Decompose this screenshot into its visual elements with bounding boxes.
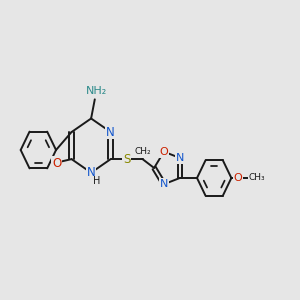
Text: CH₂: CH₂: [134, 147, 151, 156]
Text: O: O: [160, 147, 168, 157]
Text: S: S: [123, 153, 130, 166]
Text: N: N: [160, 179, 168, 189]
Text: O: O: [52, 157, 62, 170]
Text: N: N: [176, 153, 184, 163]
Text: NH₂: NH₂: [85, 86, 106, 96]
Text: H: H: [93, 176, 100, 186]
Text: N: N: [106, 125, 115, 139]
Text: N: N: [87, 166, 95, 179]
Text: CH₃: CH₃: [249, 173, 266, 182]
Text: O: O: [234, 173, 242, 183]
